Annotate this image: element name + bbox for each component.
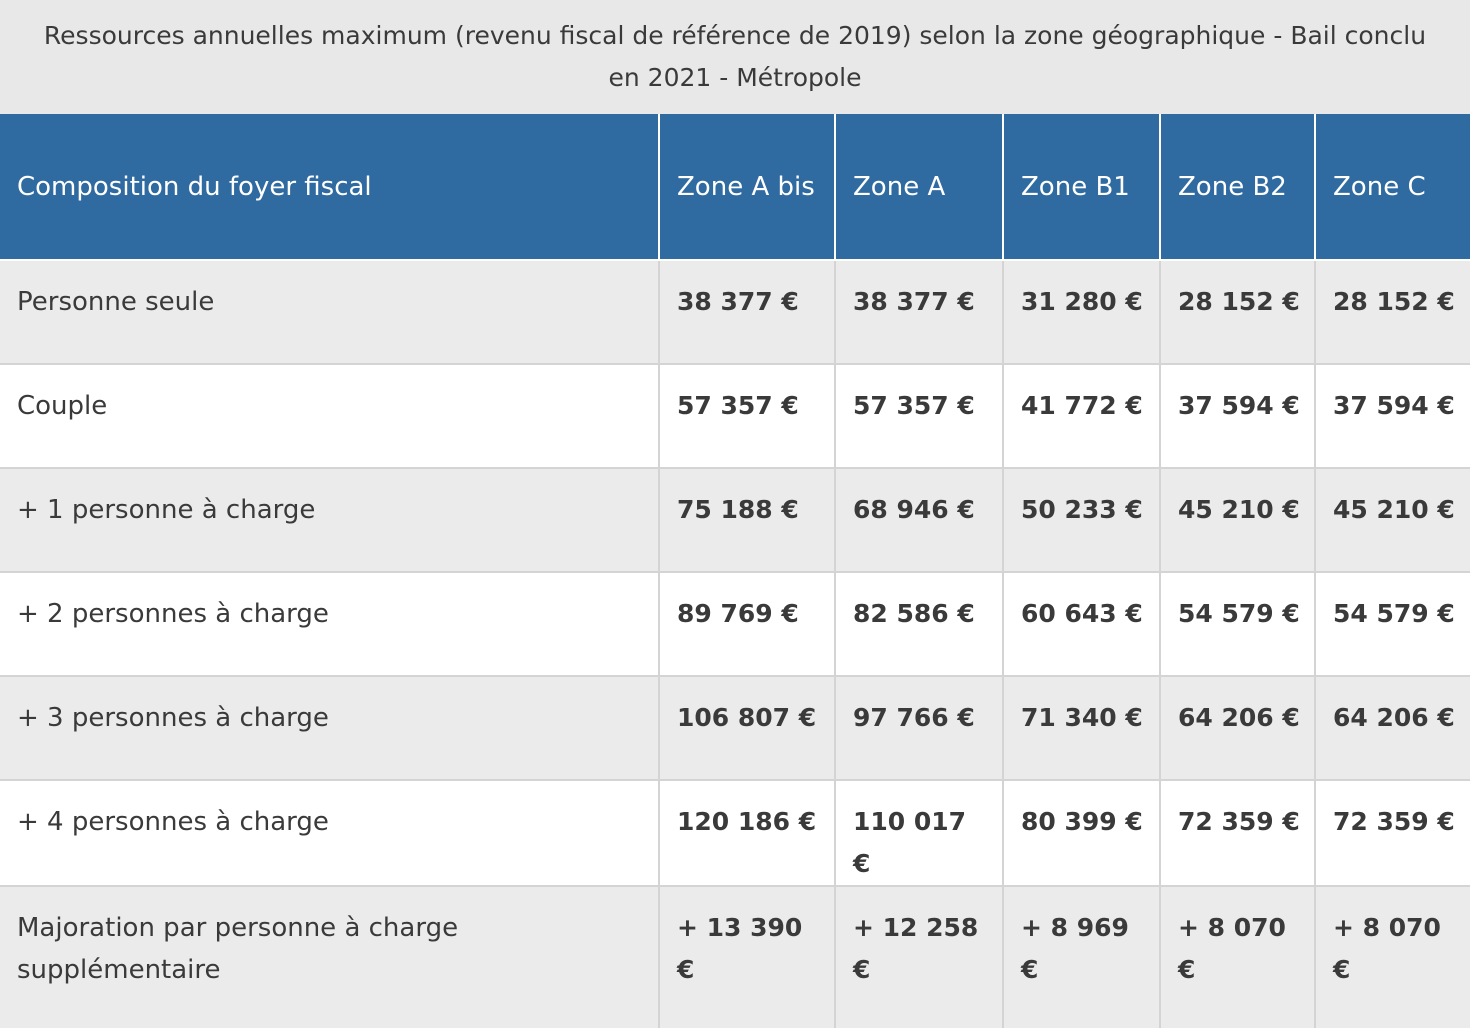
cell-value: 54 579 € — [1159, 571, 1316, 677]
cell-value: 89 769 € — [658, 571, 836, 677]
cell-value: 28 152 € — [1159, 259, 1316, 365]
row-label: Couple — [0, 363, 660, 469]
cell-value: 97 766 € — [834, 675, 1004, 781]
cell-value: 41 772 € — [1002, 363, 1161, 469]
cell-value: 120 186 € — [658, 779, 836, 887]
table-row: + 2 personnes à charge 89 769 € 82 586 €… — [0, 571, 1470, 677]
cell-value: 72 359 € — [1314, 779, 1470, 887]
cell-value: 54 579 € — [1314, 571, 1470, 677]
cell-value: 57 357 € — [658, 363, 836, 469]
cell-value: 68 946 € — [834, 467, 1004, 573]
cell-value: 110 017 € — [834, 779, 1004, 887]
table-row: Personne seule 38 377 € 38 377 € 31 280 … — [0, 259, 1470, 365]
income-table: Composition du foyer fiscal Zone A bis Z… — [0, 114, 1470, 1028]
row-label: Personne seule — [0, 259, 660, 365]
cell-value: 64 206 € — [1314, 675, 1470, 781]
cell-value: + 12 258 € — [834, 885, 1004, 1028]
cell-value: + 8 070 € — [1159, 885, 1316, 1028]
row-label: + 4 personnes à charge — [0, 779, 660, 887]
table-caption: Ressources annuelles maximum (revenu fis… — [0, 0, 1470, 114]
cell-value: 72 359 € — [1159, 779, 1316, 887]
cell-value: 28 152 € — [1314, 259, 1470, 365]
table-row: + 1 personne à charge 75 188 € 68 946 € … — [0, 467, 1470, 573]
header-composition: Composition du foyer fiscal — [0, 114, 660, 261]
cell-value: 71 340 € — [1002, 675, 1161, 781]
table-row: + 4 personnes à charge 120 186 € 110 017… — [0, 779, 1470, 887]
cell-value: + 8 969 € — [1002, 885, 1161, 1028]
row-label: + 2 personnes à charge — [0, 571, 660, 677]
cell-value: 37 594 € — [1314, 363, 1470, 469]
row-label: Majoration par personne à charge supplém… — [0, 885, 660, 1028]
cell-value: 38 377 € — [834, 259, 1004, 365]
cell-value: 37 594 € — [1159, 363, 1316, 469]
cell-value: + 13 390 € — [658, 885, 836, 1028]
cell-value: 75 188 € — [658, 467, 836, 573]
cell-value: 60 643 € — [1002, 571, 1161, 677]
header-zone-a: Zone A — [834, 114, 1004, 261]
cell-value: 80 399 € — [1002, 779, 1161, 887]
cell-value: + 8 070 € — [1314, 885, 1470, 1028]
cell-value: 31 280 € — [1002, 259, 1161, 365]
cell-value: 64 206 € — [1159, 675, 1316, 781]
table-header-row: Composition du foyer fiscal Zone A bis Z… — [0, 114, 1470, 261]
row-label: + 3 personnes à charge — [0, 675, 660, 781]
header-zone-c: Zone C — [1314, 114, 1470, 261]
cell-value: 50 233 € — [1002, 467, 1161, 573]
row-label: + 1 personne à charge — [0, 467, 660, 573]
header-zone-b2: Zone B2 — [1159, 114, 1316, 261]
cell-value: 82 586 € — [834, 571, 1004, 677]
cell-value: 38 377 € — [658, 259, 836, 365]
cell-value: 57 357 € — [834, 363, 1004, 469]
table-row: Majoration par personne à charge supplém… — [0, 885, 1470, 1028]
header-zone-b1: Zone B1 — [1002, 114, 1161, 261]
cell-value: 45 210 € — [1159, 467, 1316, 573]
table-row: Couple 57 357 € 57 357 € 41 772 € 37 594… — [0, 363, 1470, 469]
cell-value: 45 210 € — [1314, 467, 1470, 573]
table-row: + 3 personnes à charge 106 807 € 97 766 … — [0, 675, 1470, 781]
cell-value: 106 807 € — [658, 675, 836, 781]
header-zone-a-bis: Zone A bis — [658, 114, 836, 261]
